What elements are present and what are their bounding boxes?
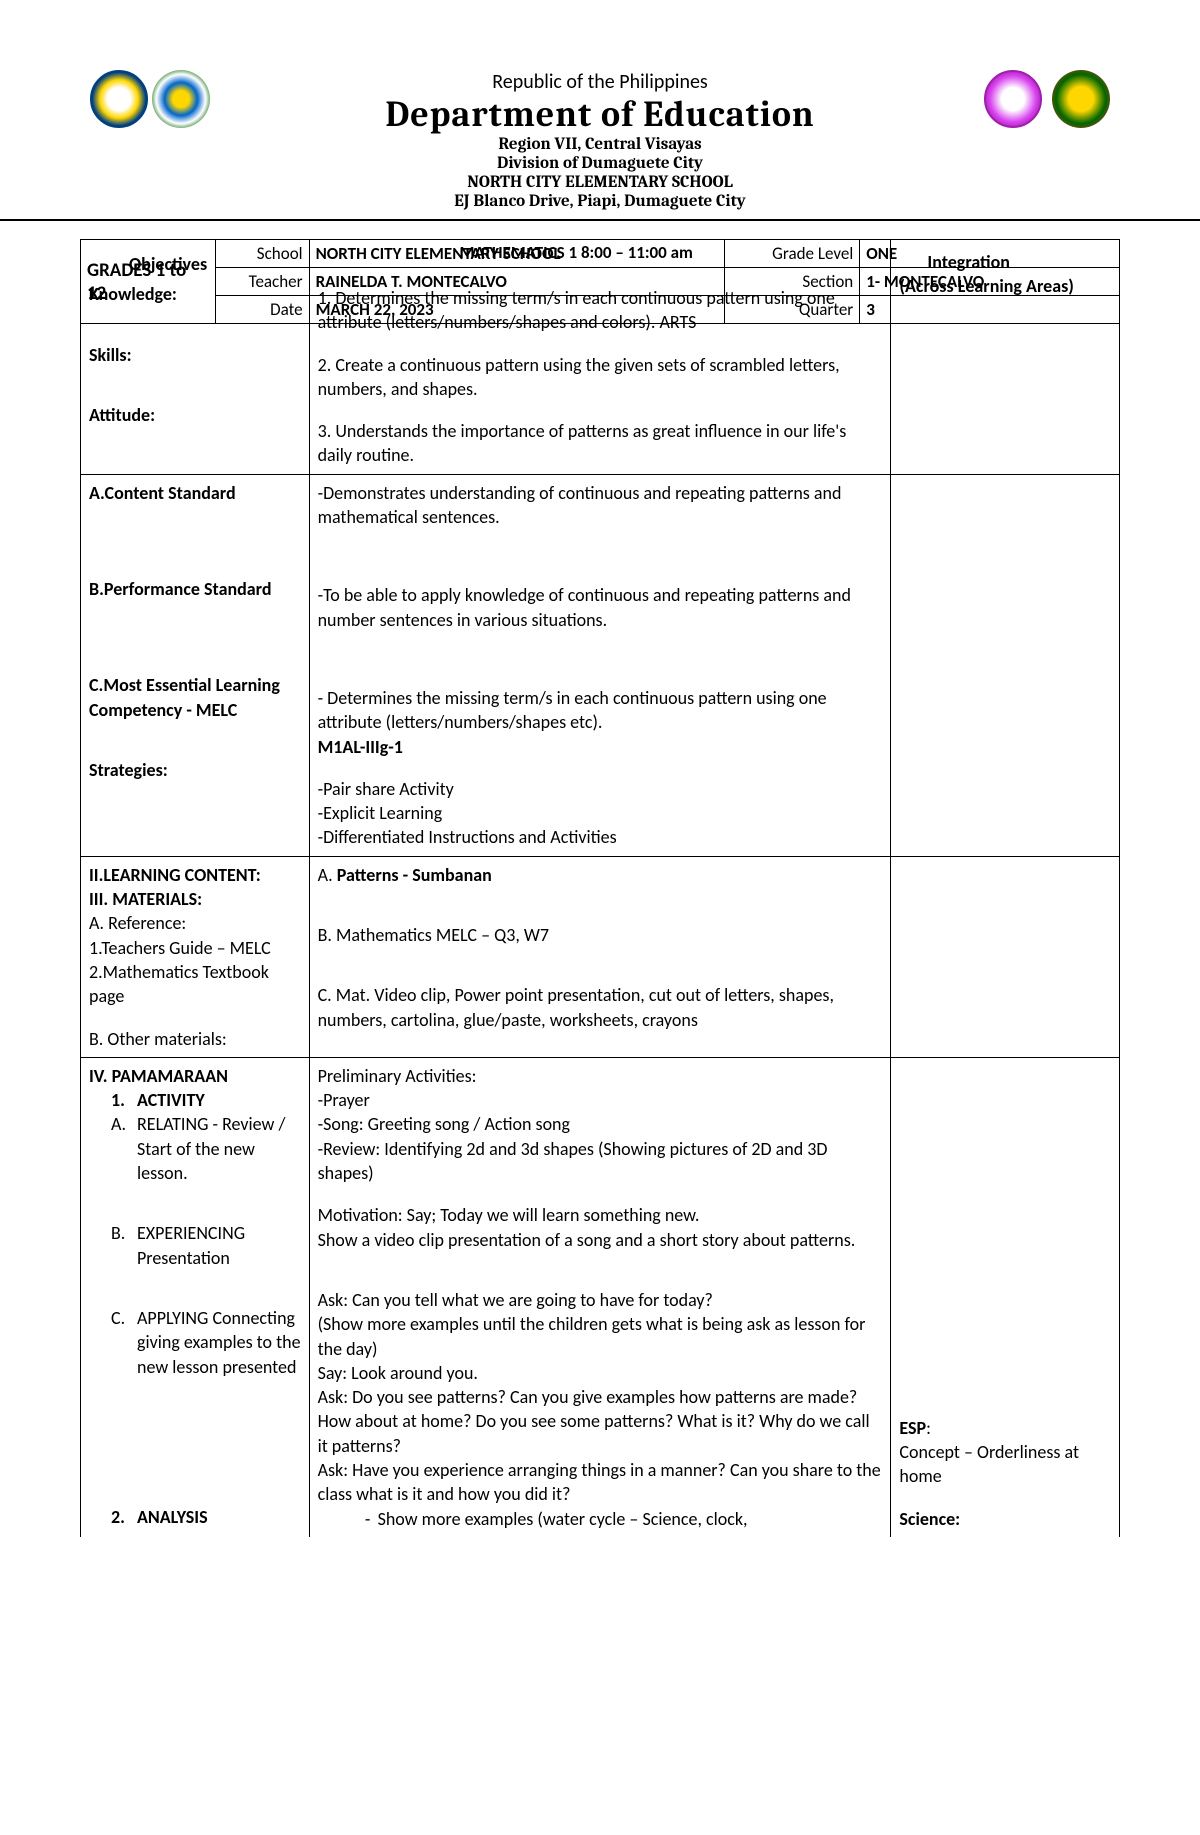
esp-text: Concept – Orderliness at home — [899, 1440, 1111, 1489]
ask-1: Ask: Can you tell what we are going to h… — [318, 1288, 883, 1312]
reference-label: A. Reference: — [89, 912, 186, 934]
date-label: Date — [216, 296, 310, 324]
header-school: NORTH CITY ELEMENTARY SCHOOL — [80, 173, 1120, 192]
standards-row: A.Content Standard B.Performance Standar… — [81, 474, 1120, 856]
textbook-page: 2.Mathematics Textbook page — [89, 961, 269, 1007]
materials-row: II.LEARNING CONTENT: III. MATERIALS: A. … — [81, 856, 1120, 1057]
activity-num: 1. — [111, 1088, 137, 1112]
region-logo-icon — [152, 70, 210, 128]
header-logos-left — [90, 70, 210, 128]
experiencing-text: EXPERIENCING Presentation — [137, 1221, 301, 1270]
strategies-label: Strategies: — [89, 759, 168, 781]
objective-3: 3. Understands the importance of pattern… — [318, 419, 883, 468]
school-logo-1-icon — [984, 70, 1042, 128]
ask-3: Say: Look around you. — [318, 1361, 883, 1385]
experiencing-letter: B. — [111, 1221, 137, 1270]
procedure-row: IV. PAMAMARAAN 1. ACTIVITY A. RELATING -… — [81, 1057, 1120, 1537]
pamamaraan-label: IV. PAMAMARAAN — [89, 1065, 228, 1087]
other-materials-label: B. Other materials: — [89, 1028, 227, 1050]
motivation-2: Show a video clip presentation of a song… — [318, 1228, 883, 1252]
relating-letter: A. — [111, 1112, 137, 1185]
teacher-label: Teacher — [216, 268, 310, 296]
school-value: NORTH CITY ELEMENTARY SCHOOL MATHEMATICS… — [309, 240, 725, 268]
content-standard-text: -Demonstrates understanding of continuou… — [318, 481, 883, 530]
header-divider — [0, 219, 1200, 221]
header-division: Division of Dumaguete City — [80, 154, 1120, 173]
strategy-2: -Explicit Learning — [318, 801, 883, 825]
standards-right — [891, 474, 1120, 856]
attitude-label: Attitude: — [89, 404, 155, 426]
strategy-1: -Pair share Activity — [318, 777, 883, 801]
content-a-prefix: A. — [318, 864, 337, 886]
content-a: Patterns - Sumbanan — [337, 864, 492, 886]
grade-level-value: ONE — [860, 240, 1120, 268]
materials-right — [891, 856, 1120, 1057]
header-address: EJ Blanco Drive, Piapi, Dumaguete City — [80, 192, 1120, 211]
review: -Review: Identifying 2d and 3d shapes (S… — [318, 1137, 883, 1186]
prayer: -Prayer — [318, 1088, 883, 1112]
science-label: Science: — [899, 1507, 1111, 1531]
standards-left: A.Content Standard B.Performance Standar… — [81, 474, 310, 856]
prelim-activities: Preliminary Activities: — [318, 1064, 883, 1088]
procedure-right: ESP: Concept – Orderliness at home Scien… — [891, 1057, 1120, 1537]
school-logo-2-icon — [1052, 70, 1110, 128]
section-label: Section — [725, 268, 860, 296]
objective-2: 2. Create a continuous pattern using the… — [318, 353, 883, 402]
activity-label: ACTIVITY — [137, 1088, 301, 1112]
teachers-guide: 1.Teachers Guide – MELC — [89, 937, 271, 959]
content-c: C. Mat. Video clip, Power point presenta… — [318, 983, 883, 1032]
date-value: MARCH 22, 2023 — [309, 296, 725, 324]
esp-label: ESP — [899, 1417, 926, 1439]
document-header: Republic of the Philippines Department o… — [80, 70, 1120, 211]
melc-text: - Determines the missing term/s in each … — [318, 686, 883, 735]
quarter-value: 3 — [860, 296, 1120, 324]
header-department: Department of Education — [80, 94, 1120, 135]
relating-text: RELATING - Review / Start of the new les… — [137, 1112, 301, 1185]
deped-logo-icon — [90, 70, 148, 128]
standards-mid: -Demonstrates understanding of continuou… — [309, 474, 891, 856]
dash-bullet: - — [358, 1507, 378, 1531]
content-b: B. Mathematics MELC – Q3, W7 — [318, 923, 883, 947]
header-republic: Republic of the Philippines — [80, 70, 1120, 94]
quarter-label: Quarter — [725, 296, 860, 324]
teacher-value: RAINELDA T. MONTECALVO — [309, 268, 725, 296]
grade-level-label: Grade Level — [725, 240, 860, 268]
skills-label: Skills: — [89, 344, 132, 366]
analysis-label: ANALYSIS — [137, 1505, 301, 1529]
grades-cell: GRADES 1 to 12 — [81, 240, 216, 324]
materials-left: II.LEARNING CONTENT: III. MATERIALS: A. … — [81, 856, 310, 1057]
procedure-left: IV. PAMAMARAAN 1. ACTIVITY A. RELATING -… — [81, 1057, 310, 1537]
melc-code: M1AL-IIIg-1 — [318, 735, 883, 759]
song: -Song: Greeting song / Action song — [318, 1112, 883, 1136]
ask-2: (Show more examples until the children g… — [318, 1312, 883, 1361]
ask-7: Show more examples (water cycle – Scienc… — [378, 1507, 748, 1531]
materials-mid: A. Patterns - Sumbanan B. Mathematics ME… — [309, 856, 891, 1057]
subject-time-overlay: MATHEMATICS 1 8:00 – 11:00 am — [460, 242, 693, 263]
strategy-3: -Differentiated Instructions and Activit… — [318, 825, 883, 849]
performance-standard-label: B.Performance Standard — [89, 578, 272, 600]
content-standard-label: A.Content Standard — [89, 482, 236, 504]
header-logos-right — [984, 70, 1110, 128]
performance-standard-text: -To be able to apply knowledge of contin… — [318, 583, 883, 632]
ask-4: Ask: Do you see patterns? Can you give e… — [318, 1385, 883, 1409]
section-value: 1- MONTECALVO — [860, 268, 1120, 296]
ask-5: How about at home? Do you see some patte… — [318, 1409, 883, 1458]
ask-6: Ask: Have you experience arranging thing… — [318, 1458, 883, 1507]
school-label: School — [216, 240, 310, 268]
melc-label: C.Most Essential Learning Competency - M… — [89, 674, 280, 720]
esp-colon: : — [926, 1417, 931, 1439]
lesson-plan-table: Objectives Knowledge: Skills: Attitude: … — [80, 239, 1120, 1537]
materials-label: III. MATERIALS: — [89, 888, 202, 910]
procedure-mid: Preliminary Activities: -Prayer -Song: G… — [309, 1057, 891, 1537]
learning-content-label: II.LEARNING CONTENT: — [89, 864, 261, 886]
header-region: Region VII, Central Visayas — [80, 135, 1120, 154]
analysis-num: 2. — [111, 1505, 137, 1529]
info-table: GRADES 1 to 12 School NORTH CITY ELEMENT… — [80, 239, 1120, 324]
motivation-1: Motivation: Say; Today we will learn som… — [318, 1203, 883, 1227]
applying-text: APPLYING Connecting giving examples to t… — [137, 1306, 301, 1379]
applying-letter: C. — [111, 1306, 137, 1379]
